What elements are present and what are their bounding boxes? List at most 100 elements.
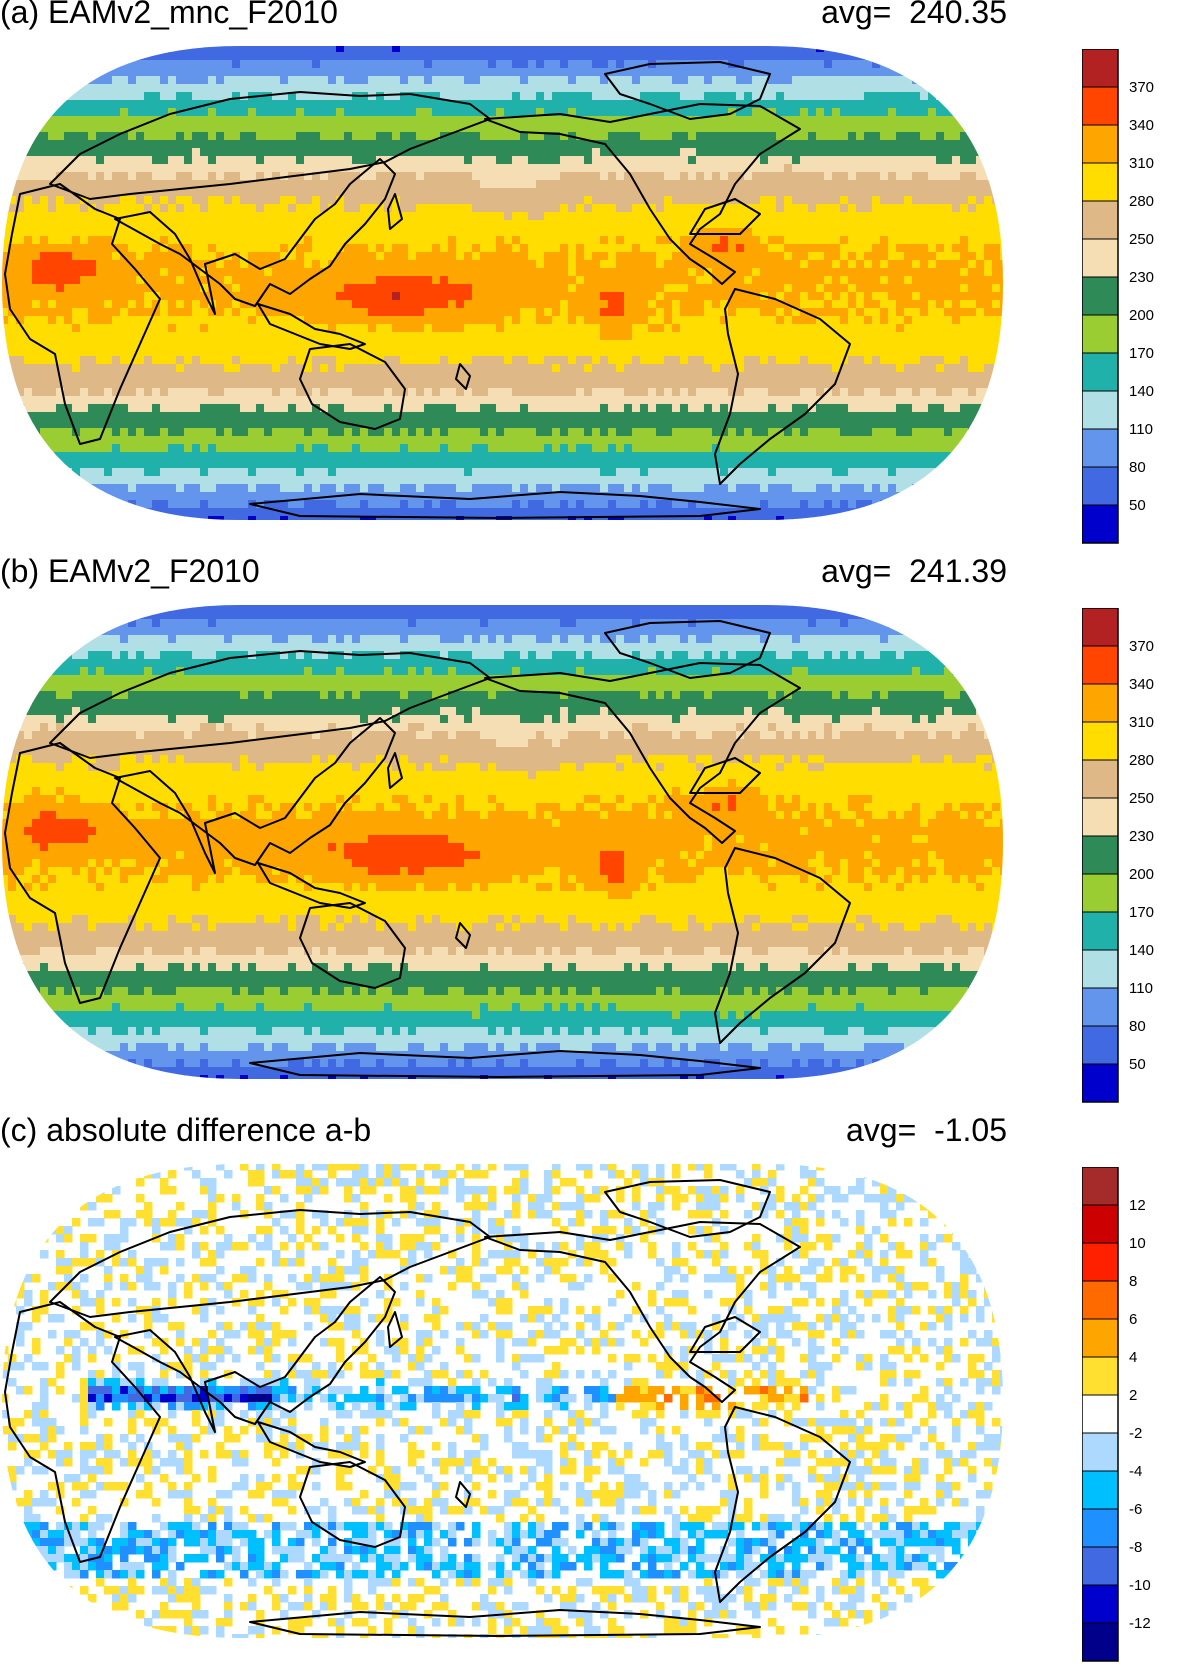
- colorbar-swatch: [1082, 314, 1119, 354]
- coastlines: [4, 61, 851, 519]
- colorbar-tick-label: 10: [1129, 1235, 1146, 1252]
- colorbar-swatch: [1082, 1508, 1119, 1548]
- field-cells: [2, 46, 1003, 520]
- colorbar-swatch: [1082, 1356, 1119, 1396]
- panel-title: (c) absolute difference a-b: [0, 1112, 372, 1148]
- colorbar: 370 340 310 280 250 230 200 170 140 110 80 50: [1082, 49, 1154, 544]
- colorbar-tick-label: 2: [1129, 1387, 1137, 1404]
- avg-label: avg=: [821, 553, 892, 589]
- colorbar-swatch: [1082, 1432, 1119, 1472]
- colorbar-swatch: [1082, 1204, 1119, 1244]
- colorbar-tick-label: 340: [1129, 676, 1154, 693]
- panel-average: avg= 241.39: [0, 553, 1007, 590]
- colorbar-tick-label: 250: [1129, 231, 1154, 248]
- colorbar-swatch: [1082, 86, 1119, 126]
- coastlines: [4, 620, 851, 1078]
- panel-title: (b) EAMv2_F2010: [0, 553, 260, 589]
- colorbar-tick-label: 50: [1129, 1056, 1146, 1073]
- panel-c: (c) absolute difference a-b avg= -1.05 1…: [0, 1112, 1188, 1677]
- colorbar-tick-label: 200: [1129, 307, 1154, 324]
- colorbar-tick-label: 280: [1129, 752, 1154, 769]
- colorbar-tick-label: 4: [1129, 1349, 1137, 1366]
- colorbar-tick-label: 140: [1129, 942, 1154, 959]
- colorbar-swatch: [1082, 1025, 1119, 1065]
- colorbar-tick-label: -10: [1129, 1577, 1151, 1594]
- world-map: [2, 605, 1003, 1079]
- colorbar-tick-label: -2: [1129, 1425, 1142, 1442]
- colorbar-swatch: [1082, 238, 1119, 278]
- colorbar-swatch: [1082, 759, 1119, 799]
- panel-a: (a) EAMv2_mnc_F2010 avg= 240.35 370 340 31…: [0, 0, 1188, 559]
- colorbar-tick-label: 8: [1129, 1273, 1137, 1290]
- panel-b: (b) EAMv2_F2010 avg= 241.39 370 340 310 280…: [0, 553, 1188, 1118]
- colorbar-swatch: [1082, 1167, 1119, 1206]
- colorbar-tick-label: 250: [1129, 790, 1154, 807]
- colorbar-tick-label: 200: [1129, 866, 1154, 883]
- colorbar-tick-label: 80: [1129, 459, 1146, 476]
- colorbar-swatch: [1082, 1063, 1119, 1103]
- colorbar-swatch: [1082, 949, 1119, 989]
- colorbar-swatch: [1082, 390, 1119, 430]
- colorbar-swatch: [1082, 428, 1119, 468]
- colorbar-swatch: [1082, 608, 1119, 647]
- avg-label: avg=: [821, 0, 892, 30]
- colorbar-tick-label: 50: [1129, 497, 1146, 514]
- world-map: [2, 1164, 1003, 1638]
- panel-average: avg= -1.05: [0, 1112, 1007, 1149]
- avg-value: -1.05: [934, 1112, 1007, 1148]
- colorbar-tick-label: 6: [1129, 1311, 1137, 1328]
- colorbar-tick-label: -6: [1129, 1501, 1142, 1518]
- coastlines: [4, 1179, 851, 1637]
- colorbar-tick-label: 170: [1129, 904, 1154, 921]
- colorbar-tick-label: 370: [1129, 638, 1154, 655]
- world-map: [2, 46, 1003, 520]
- colorbar-tick-label: 310: [1129, 714, 1154, 731]
- avg-value: 241.39: [909, 553, 1007, 589]
- colorbar-swatch: [1082, 797, 1119, 837]
- colorbar-swatch: [1082, 1280, 1119, 1320]
- colorbar-swatch: [1082, 162, 1119, 202]
- colorbar-swatch: [1082, 645, 1119, 685]
- colorbar-swatch: [1082, 200, 1119, 240]
- colorbar-tick-label: 340: [1129, 117, 1154, 134]
- colorbar-tick-label: 370: [1129, 79, 1154, 96]
- panel-title: (a) EAMv2_mnc_F2010: [0, 0, 338, 30]
- colorbar-swatch: [1082, 683, 1119, 723]
- colorbar-tick-label: 310: [1129, 155, 1154, 172]
- colorbar-tick-label: 140: [1129, 383, 1154, 400]
- colorbar-tick-label: 80: [1129, 1018, 1146, 1035]
- colorbar-tick-label: -8: [1129, 1539, 1142, 1556]
- colorbar-swatch: [1082, 873, 1119, 913]
- colorbar-swatch: [1082, 466, 1119, 506]
- field-cells: [2, 1164, 1003, 1638]
- avg-label: avg=: [846, 1112, 917, 1148]
- colorbar-swatch: [1082, 1394, 1119, 1434]
- colorbar-swatch: [1082, 835, 1119, 875]
- colorbar-swatch: [1082, 987, 1119, 1027]
- colorbar-tick-label: 230: [1129, 828, 1154, 845]
- colorbar-swatch: [1082, 49, 1119, 88]
- colorbar-swatch: [1082, 1318, 1119, 1358]
- colorbar-swatch: [1082, 1584, 1119, 1624]
- field-cells: [2, 605, 1003, 1079]
- colorbar: 12 10 8 6 4 2 -2 -4 -6 -8 -10 -12: [1082, 1167, 1151, 1662]
- colorbar-swatch: [1082, 352, 1119, 392]
- colorbar-swatch: [1082, 504, 1119, 544]
- colorbar-tick-label: 230: [1129, 269, 1154, 286]
- colorbar-swatch: [1082, 1622, 1119, 1662]
- colorbar-swatch: [1082, 911, 1119, 951]
- colorbar-tick-label: -12: [1129, 1615, 1151, 1632]
- colorbar-tick-label: 280: [1129, 193, 1154, 210]
- colorbar-swatch: [1082, 1242, 1119, 1282]
- colorbar-swatch: [1082, 124, 1119, 164]
- avg-value: 240.35: [909, 0, 1007, 30]
- panel-average: avg= 240.35: [0, 0, 1007, 31]
- colorbar: 370 340 310 280 250 230 200 170 140 110 80 50: [1082, 608, 1154, 1103]
- colorbar-swatch: [1082, 1470, 1119, 1510]
- colorbar-tick-label: 12: [1129, 1197, 1146, 1214]
- colorbar-swatch: [1082, 276, 1119, 316]
- colorbar-tick-label: 110: [1129, 421, 1153, 438]
- colorbar-swatch: [1082, 1546, 1119, 1586]
- colorbar-tick-label: -4: [1129, 1463, 1142, 1480]
- colorbar-swatch: [1082, 721, 1119, 761]
